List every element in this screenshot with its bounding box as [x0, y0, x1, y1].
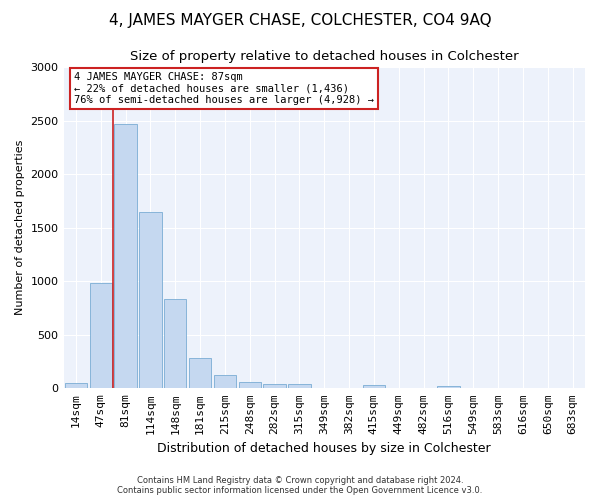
X-axis label: Distribution of detached houses by size in Colchester: Distribution of detached houses by size …	[157, 442, 491, 455]
Bar	[214, 375, 236, 388]
Bar	[239, 382, 261, 388]
Bar	[189, 358, 211, 388]
Bar	[139, 212, 161, 388]
Bar	[437, 386, 460, 388]
Bar	[65, 383, 87, 388]
Text: 4 JAMES MAYGER CHASE: 87sqm
← 22% of detached houses are smaller (1,436)
76% of : 4 JAMES MAYGER CHASE: 87sqm ← 22% of det…	[74, 72, 374, 105]
Bar	[89, 284, 112, 389]
Text: 4, JAMES MAYGER CHASE, COLCHESTER, CO4 9AQ: 4, JAMES MAYGER CHASE, COLCHESTER, CO4 9…	[109, 12, 491, 28]
Bar	[263, 384, 286, 388]
Y-axis label: Number of detached properties: Number of detached properties	[15, 140, 25, 316]
Title: Size of property relative to detached houses in Colchester: Size of property relative to detached ho…	[130, 50, 518, 63]
Text: Contains HM Land Registry data © Crown copyright and database right 2024.
Contai: Contains HM Land Registry data © Crown c…	[118, 476, 482, 495]
Bar	[164, 300, 187, 388]
Bar	[288, 384, 311, 388]
Bar	[115, 124, 137, 388]
Bar	[363, 384, 385, 388]
